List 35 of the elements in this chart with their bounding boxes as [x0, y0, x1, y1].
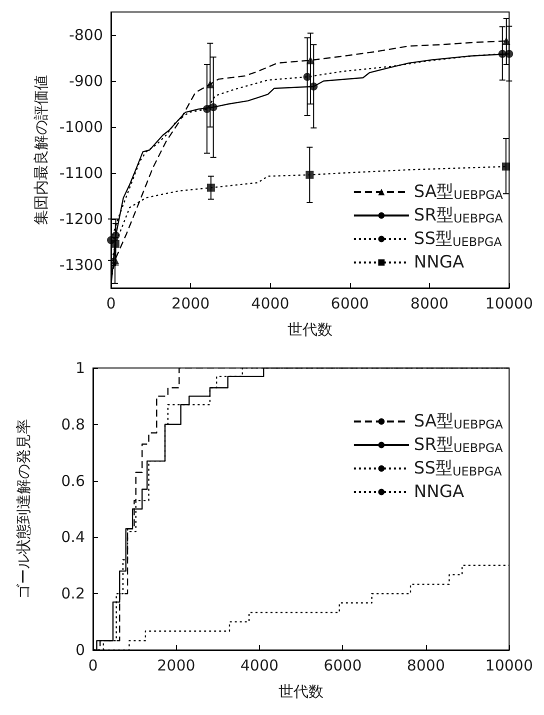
y-tick-label: -900: [68, 72, 103, 90]
x-tick-label: 10000: [485, 294, 533, 312]
x-tick-label: 4000: [240, 656, 279, 674]
y-tick-label: -1200: [59, 210, 103, 228]
legend-label: SR型UEBPGA: [414, 435, 504, 455]
y-tick-label: 0: [75, 641, 85, 659]
y-tick-label: 0.2: [61, 584, 85, 603]
y-tick-label: -800: [68, 26, 103, 44]
x-tick-label: 8000: [410, 294, 449, 312]
y-tick-label: -1000: [59, 118, 103, 136]
x-tick-label: 10000: [485, 656, 533, 674]
y-tick-label: 0.8: [61, 415, 85, 434]
legend-label: NNGA: [414, 252, 465, 272]
y-tick-label: 0.4: [61, 528, 85, 546]
legend-label: SS型UEBPGA: [414, 229, 503, 249]
legend-label: SA型UEBPGA: [414, 412, 504, 432]
legend-label: SS型UEBPGA: [414, 458, 503, 478]
legend-label: SR型UEBPGA: [414, 206, 504, 226]
x-axis-title: 世代数: [278, 682, 324, 700]
y-axis-title: 集団内最良解の評価値: [32, 75, 50, 225]
x-tick-label: 0: [106, 294, 116, 312]
y-tick-label: 1: [75, 359, 85, 377]
legend-label: SA型UEBPGA: [414, 182, 504, 202]
x-axis-title: 世代数: [288, 320, 333, 338]
x-tick-label: 6000: [324, 656, 362, 674]
y-tick-label: -1300: [59, 256, 103, 274]
y-axis-title: ゴール状態到達解の発見率: [14, 419, 32, 599]
y-tick-label: 0.6: [61, 472, 85, 490]
legend-label: NNGA: [414, 482, 465, 502]
x-tick-label: 8000: [406, 656, 446, 674]
x-tick-label: 4000: [251, 294, 290, 312]
x-tick-label: 6000: [330, 294, 369, 312]
y-tick-label: -1100: [59, 164, 103, 182]
x-tick-label: 2000: [157, 656, 196, 674]
x-tick-label: 2000: [172, 294, 210, 312]
